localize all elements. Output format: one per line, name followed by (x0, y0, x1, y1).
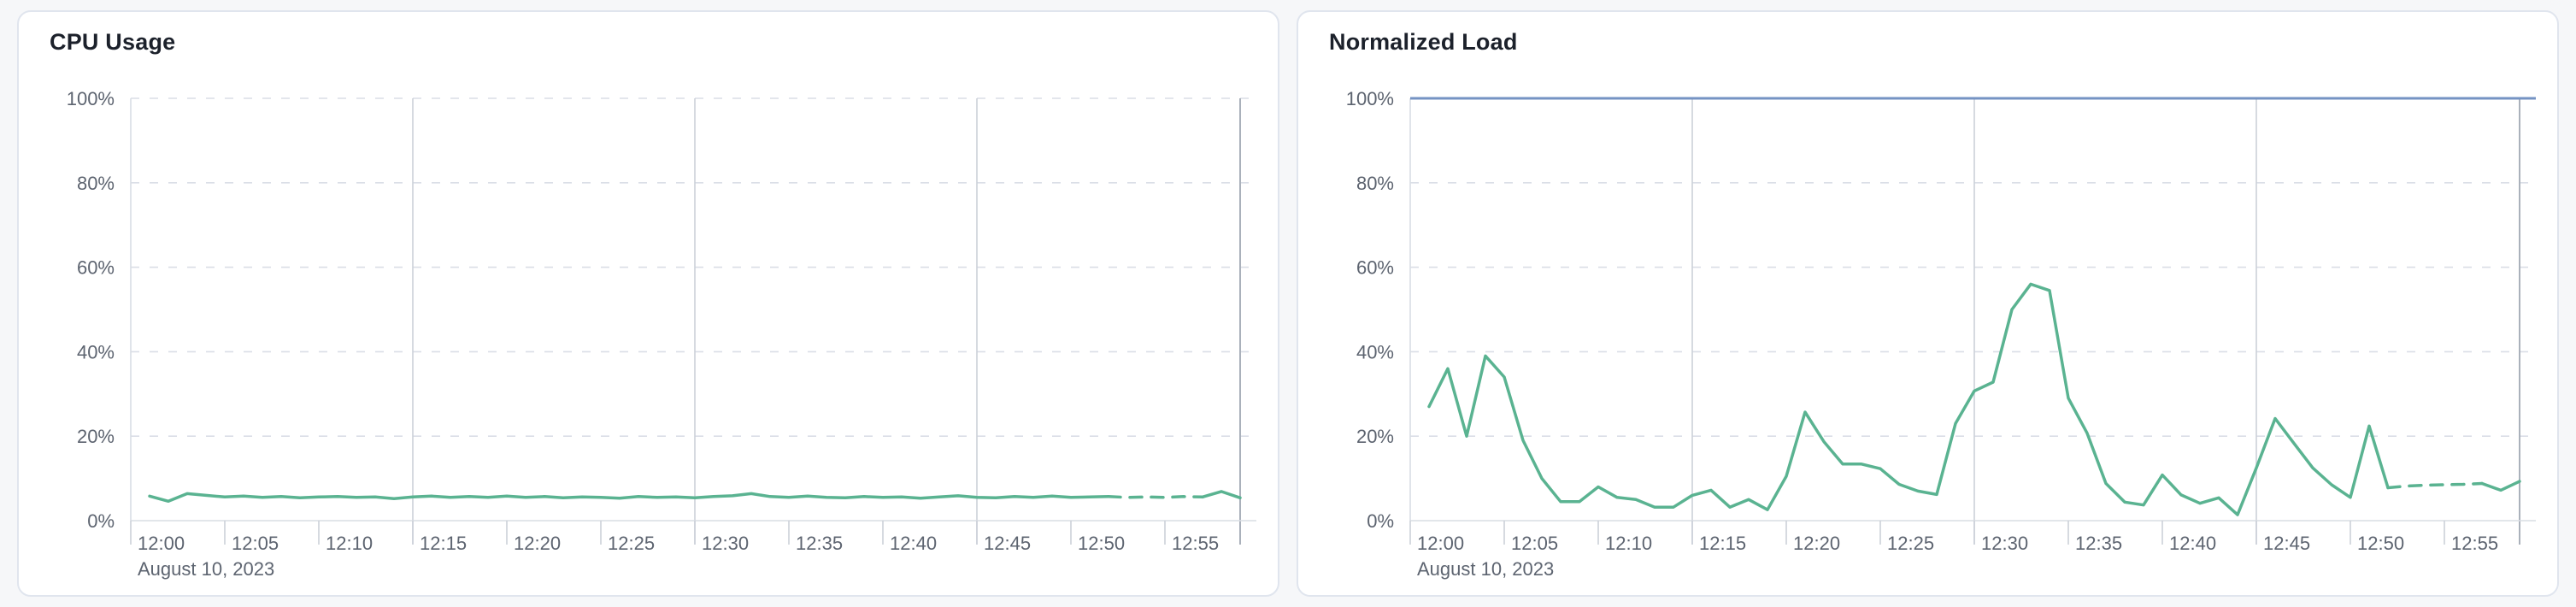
svg-text:12:40: 12:40 (2169, 533, 2216, 554)
svg-text:100%: 100% (1346, 88, 1394, 109)
svg-text:12:20: 12:20 (514, 533, 561, 554)
svg-text:12:50: 12:50 (2357, 533, 2404, 554)
svg-text:12:05: 12:05 (232, 533, 279, 554)
panel-title-cpu-usage: CPU Usage (50, 29, 176, 55)
svg-text:12:10: 12:10 (326, 533, 373, 554)
svg-text:12:40: 12:40 (890, 533, 937, 554)
svg-text:12:00: 12:00 (138, 533, 185, 554)
svg-text:August 10, 2023: August 10, 2023 (1417, 558, 1554, 580)
svg-text:12:50: 12:50 (1078, 533, 1125, 554)
svg-text:12:35: 12:35 (796, 533, 843, 554)
svg-text:August 10, 2023: August 10, 2023 (138, 558, 274, 580)
svg-text:12:55: 12:55 (2451, 533, 2498, 554)
svg-text:80%: 80% (77, 173, 115, 194)
panel-normalized-load: Normalized Load 12:00 12:05 12:10 12:15 12:2… (1297, 10, 2559, 597)
svg-text:12:30: 12:30 (1981, 533, 2028, 554)
svg-text:60%: 60% (77, 257, 115, 279)
svg-text:12:55: 12:55 (1172, 533, 1219, 554)
cpu-usage-chart[interactable]: 12:00 12:05 12:10 12:15 12:20 12:25 12:30 12:35… (19, 12, 1279, 597)
svg-text:40%: 40% (77, 341, 115, 362)
svg-text:12:30: 12:30 (702, 533, 749, 554)
panel-title-normalized-load: Normalized Load (1329, 29, 1518, 55)
svg-text:0%: 0% (1367, 510, 1394, 532)
svg-text:80%: 80% (1356, 173, 1394, 194)
svg-text:12:25: 12:25 (1887, 533, 1934, 554)
svg-text:12:35: 12:35 (2075, 533, 2122, 554)
svg-text:40%: 40% (1356, 341, 1394, 362)
svg-text:12:15: 12:15 (420, 533, 467, 554)
svg-text:12:45: 12:45 (2263, 533, 2310, 554)
normalized-load-chart[interactable]: 12:00 12:05 12:10 12:15 12:20 12:25 12:30 12:35… (1298, 12, 2559, 597)
svg-text:0%: 0% (87, 510, 115, 532)
panel-cpu-usage: CPU Usage 12:00 12:05 12:10 12:15 12:20 12:25… (17, 10, 1279, 597)
svg-text:100%: 100% (67, 88, 115, 109)
svg-text:12:00: 12:00 (1417, 533, 1464, 554)
svg-text:12:20: 12:20 (1793, 533, 1840, 554)
svg-text:60%: 60% (1356, 257, 1394, 279)
svg-text:12:45: 12:45 (984, 533, 1031, 554)
svg-text:12:10: 12:10 (1605, 533, 1652, 554)
svg-text:12:05: 12:05 (1511, 533, 1558, 554)
svg-text:20%: 20% (1356, 426, 1394, 447)
svg-text:12:25: 12:25 (608, 533, 655, 554)
svg-text:12:15: 12:15 (1699, 533, 1746, 554)
svg-text:20%: 20% (77, 426, 115, 447)
